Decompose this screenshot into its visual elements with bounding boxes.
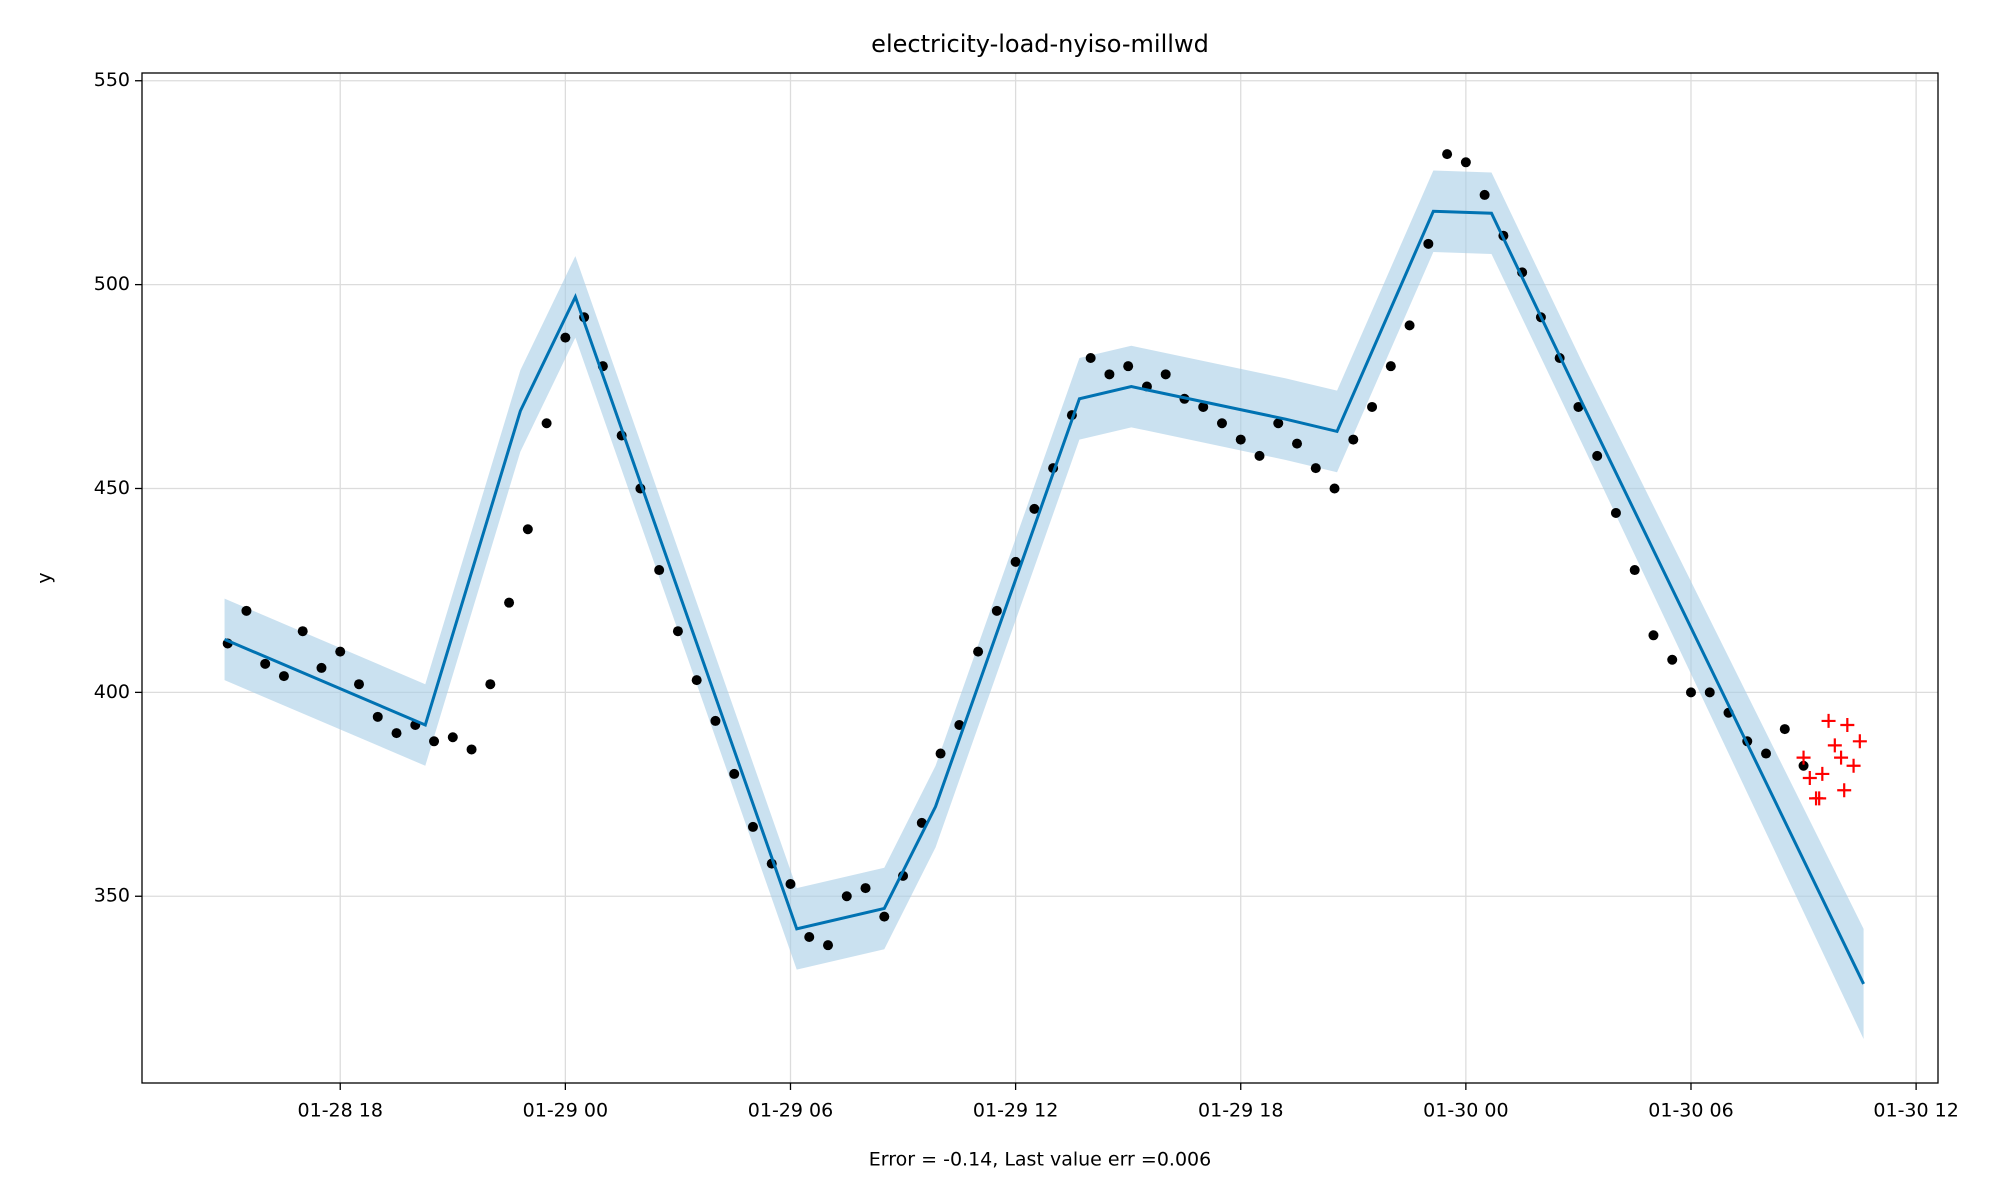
- x-tick-label: 01-30 06: [1648, 1100, 1733, 1122]
- observation: [1123, 361, 1134, 372]
- observation: [335, 646, 346, 657]
- observation: [916, 817, 927, 828]
- x-tick-label: 01-30 00: [1423, 1100, 1508, 1122]
- observation: [1273, 418, 1284, 429]
- observation: [241, 605, 252, 616]
- observation: [672, 626, 683, 637]
- observation: [1610, 507, 1621, 518]
- observation: [1629, 565, 1640, 576]
- test-point: [1821, 713, 1836, 728]
- observation: [278, 671, 289, 682]
- observation: [447, 732, 458, 743]
- observation: [935, 748, 946, 759]
- observation: [1029, 503, 1040, 514]
- y-tick-label: 500: [94, 273, 130, 295]
- observation: [785, 879, 796, 890]
- observation: [504, 597, 515, 608]
- observation: [747, 821, 758, 832]
- x-tick-label: 01-29 00: [523, 1100, 608, 1122]
- observation: [429, 736, 440, 747]
- observation: [466, 744, 477, 755]
- y-tick-label: 550: [94, 69, 130, 91]
- observation: [1085, 353, 1096, 364]
- observation: [1667, 654, 1678, 665]
- test-point: [1840, 717, 1855, 732]
- observation: [1592, 450, 1603, 461]
- observation: [654, 565, 665, 576]
- y-axis-label: y: [34, 572, 56, 583]
- observation: [691, 675, 702, 686]
- observation: [1254, 450, 1265, 461]
- observation: [1104, 369, 1115, 380]
- test-point: [1812, 791, 1827, 806]
- x-tick-label: 01-29 18: [1198, 1100, 1283, 1122]
- uncertainty-band: [224, 170, 1864, 1039]
- observation: [1761, 748, 1772, 759]
- observation: [316, 662, 327, 673]
- observation: [841, 891, 852, 902]
- observation: [297, 626, 308, 637]
- observation: [1216, 418, 1227, 429]
- observation: [710, 715, 721, 726]
- observation: [1779, 724, 1790, 735]
- plot-frame: [141, 72, 1939, 1084]
- observation: [1479, 189, 1490, 200]
- observation: [1648, 630, 1659, 641]
- observation: [1460, 157, 1471, 168]
- observation: [1798, 760, 1809, 771]
- chart-title: electricity-load-nyiso-millwd: [871, 30, 1209, 58]
- test-point: [1834, 750, 1849, 765]
- observation: [1404, 320, 1415, 331]
- observation: [1685, 687, 1696, 698]
- observation: [1310, 463, 1321, 474]
- observation: [1235, 434, 1246, 445]
- observation: [804, 932, 815, 943]
- observation: [1160, 369, 1171, 380]
- y-tick-label: 350: [94, 885, 130, 907]
- observation: [522, 524, 533, 535]
- x-tick-label: 01-29 06: [748, 1100, 833, 1122]
- observation: [560, 332, 571, 343]
- x-axis-label: Error = -0.14, Last value err =0.006: [869, 1149, 1211, 1171]
- observation: [954, 719, 965, 730]
- observation: [1704, 687, 1715, 698]
- test-point: [1827, 738, 1842, 753]
- observation: [1348, 434, 1359, 445]
- observation: [485, 679, 496, 690]
- observation: [823, 940, 834, 951]
- observation: [391, 728, 402, 739]
- observation: [1573, 401, 1584, 412]
- test-point: [1852, 734, 1867, 749]
- observation: [860, 883, 871, 894]
- observation: [1442, 149, 1453, 160]
- y-tick-label: 450: [94, 477, 130, 499]
- test-point: [1837, 783, 1852, 798]
- x-tick-label: 01-29 12: [973, 1100, 1058, 1122]
- x-tick-label: 01-30 12: [1873, 1100, 1958, 1122]
- observation: [353, 679, 364, 690]
- y-tick-label: 400: [94, 681, 130, 703]
- observation: [1329, 483, 1340, 494]
- observation: [879, 911, 890, 922]
- test-point: [1846, 758, 1861, 773]
- observation: [973, 646, 984, 657]
- observation: [372, 711, 383, 722]
- observation: [1198, 401, 1209, 412]
- observation: [729, 768, 740, 779]
- test-point: [1815, 766, 1830, 781]
- observation: [1292, 438, 1303, 449]
- test-point: [1802, 771, 1817, 786]
- observation: [541, 418, 552, 429]
- observation: [1367, 401, 1378, 412]
- observation: [991, 605, 1002, 616]
- x-tick-label: 01-28 18: [298, 1100, 383, 1122]
- forecast-line: [223, 209, 1865, 985]
- observation: [260, 658, 271, 669]
- observation: [1010, 556, 1021, 567]
- observation: [1385, 361, 1396, 372]
- test-point: [1796, 750, 1811, 765]
- observation: [1423, 238, 1434, 249]
